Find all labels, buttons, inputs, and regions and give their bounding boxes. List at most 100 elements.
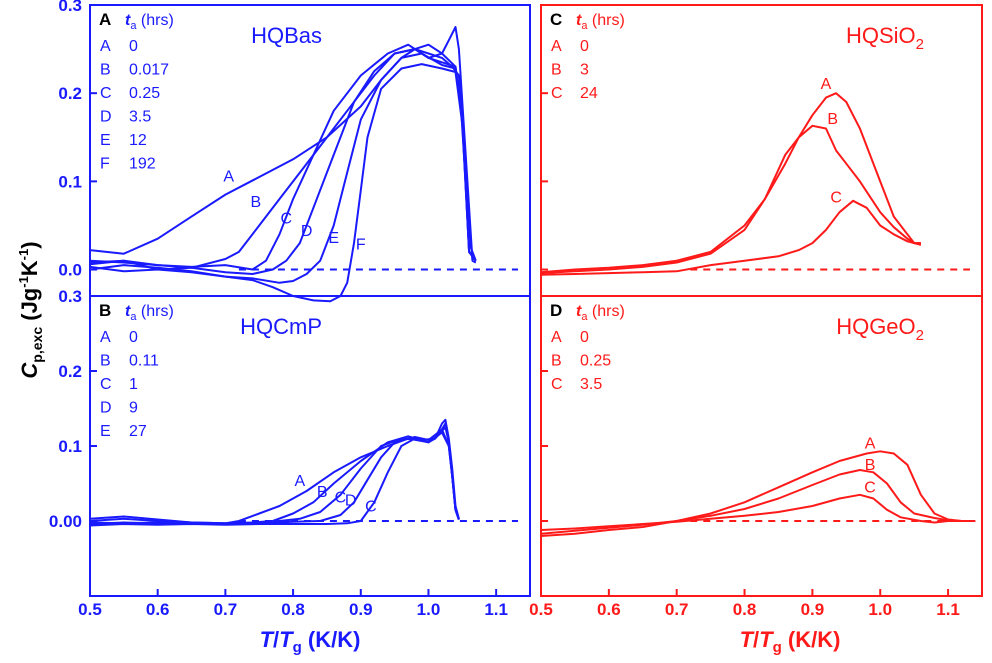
- panel-d-curve-label: A: [865, 435, 876, 452]
- panel-c-legend-value: 0: [580, 38, 589, 55]
- panel-b-x-tick-label: 0.5: [78, 600, 102, 619]
- panel-b-legend-key: D: [100, 400, 112, 417]
- panel-b-curve-label: B: [317, 484, 328, 501]
- panel-a-legend-value: 0.25: [129, 85, 160, 102]
- panel-b-y-tick-label: 0.00: [49, 512, 82, 531]
- panel-b-frame: [89, 295, 531, 597]
- x-axis-title-left-slash: /: [273, 627, 279, 652]
- panel-b-legend-key: C: [100, 376, 112, 393]
- panel-c-legend-key: C: [551, 85, 563, 102]
- panel-d-x-tick-label: 0.7: [665, 600, 689, 619]
- panel-d-title: HQGeO2: [836, 314, 924, 344]
- panel-d-x-tick-label: 1.0: [868, 600, 892, 619]
- panel-a-panel-letter: A: [99, 10, 111, 29]
- panel-a-curve-f: [89, 63, 477, 303]
- panel-c-legend-key: A: [551, 38, 562, 55]
- panel-c-curve-label: A: [821, 76, 832, 93]
- panel-d-legend-header: ta (hrs): [576, 303, 625, 323]
- x-axis-title-right-slash: /: [753, 627, 759, 652]
- panel-a-curve-label: F: [356, 236, 366, 253]
- panel-a-curve-label: D: [301, 223, 313, 240]
- panel-d-x-tick-label: 0.5: [529, 600, 553, 619]
- panel-b-x-tick-label: 0.9: [349, 600, 373, 619]
- panel-b-curve-label: D: [345, 492, 357, 509]
- x-axis-title-left-sub: g: [293, 639, 302, 656]
- panel-d-panel-letter: D: [550, 301, 562, 320]
- panel-d-curve-c: [540, 493, 976, 531]
- panel-b-y-tick-label: 0.1: [58, 437, 82, 456]
- panel-a-curve-d: [89, 48, 477, 275]
- panel-b-x-tick-label: 0.7: [214, 600, 238, 619]
- panel-a-legend-value: 0: [129, 38, 138, 55]
- panel-b-legend-key: B: [100, 353, 111, 370]
- panel-d-legend-key: A: [551, 329, 562, 346]
- panel-b-x-tick-label: 0.8: [281, 600, 305, 619]
- panel-b-panel-letter: B: [99, 301, 111, 320]
- panel-c-title: HQSiO2: [846, 23, 924, 53]
- panel-b-curve-label: C: [365, 498, 377, 515]
- panel-a-legend-value: 0.017: [129, 62, 169, 79]
- panel-b-legend-value: 9: [129, 400, 138, 417]
- panel-a-legend-header: ta (hrs): [125, 12, 174, 32]
- panel-a-legend-key: F: [100, 156, 110, 173]
- panel-c-legend-value: 3: [580, 62, 589, 79]
- panel-b-legend-value: 0.11: [129, 353, 159, 370]
- panel-b-legend-header: ta (hrs): [125, 303, 174, 323]
- panel-d-x-tick-label: 1.1: [936, 600, 960, 619]
- panel-a-legend-value: 12: [129, 132, 147, 149]
- x-axis-title-right-sub: g: [773, 639, 782, 656]
- panel-a-legend-key: C: [100, 85, 112, 102]
- panel-d-x-tick-label: 0.9: [801, 600, 825, 619]
- panel-b-x-tick-label: 1.0: [417, 600, 441, 619]
- panel-a-y-tick-label: 0.3: [58, 0, 82, 15]
- panel-d-x-tick-label: 0.6: [597, 600, 621, 619]
- panel-b-y-tick-label: 0.2: [58, 362, 82, 381]
- panel-d-curve-a: [540, 450, 976, 537]
- panel-c-curve-label: B: [827, 111, 838, 128]
- panel-d-curve-label: B: [865, 457, 876, 474]
- y-axis-title-sup1: -1: [16, 276, 31, 288]
- panel-a-curve-c: [89, 43, 477, 271]
- panel-c-curve-c: [540, 199, 922, 276]
- panel-a-legend-key: B: [100, 62, 111, 79]
- panel-a-curve-label: E: [328, 230, 339, 247]
- x-axis-title-left-t2: T: [279, 627, 294, 652]
- panel-c-curve-a: [540, 92, 921, 274]
- panel-a-y-tick-label: 0.2: [58, 84, 82, 103]
- panel-b-curve-e: [89, 431, 460, 527]
- panel-a-legend-key: D: [100, 109, 112, 126]
- panel-c-panel-letter: C: [550, 10, 562, 29]
- panel-a-legend-value: 3.5: [129, 109, 151, 126]
- panel-b-x-tick-label: 1.1: [484, 600, 508, 619]
- panel-a-legend-value: 192: [129, 156, 156, 173]
- y-axis-title-sup2: -1: [16, 249, 31, 261]
- panel-d-legend-key: C: [551, 376, 563, 393]
- x-axis-title-left-t: T: [260, 627, 275, 652]
- panel-b-curve-label: C: [335, 489, 347, 506]
- panel-b-curve-label: A: [295, 473, 306, 490]
- panel-b: 0.000.10.20.5 0.6 0.7 0.8 0.9 1.0 1.1AB CD CHQCm…: [49, 295, 531, 619]
- y-axis-title-unit-post: ): [17, 241, 42, 248]
- panel-a-title: HQBas: [251, 23, 322, 48]
- panel-c-legend-value: 24: [580, 85, 598, 102]
- panel-d-curve-label: C: [864, 480, 876, 497]
- panel-d-x-tick-label: 0.8: [733, 600, 757, 619]
- x-axis-title-right-t: T: [740, 627, 755, 652]
- panel-a-curve-label: C: [281, 211, 293, 228]
- panel-c-curve-b: [540, 124, 921, 275]
- panel-c-legend-key: B: [551, 62, 562, 79]
- panel-d-legend-value: 3.5: [580, 376, 602, 393]
- panel-a-y-tick-label-bottom: 0.3: [58, 287, 82, 306]
- panel-c-legend-header: ta (hrs): [576, 12, 625, 32]
- panel-a-legend-key: A: [100, 38, 111, 55]
- x-axis-title-left-unit: (K/K): [302, 627, 361, 652]
- panel-a-curve-label: B: [251, 194, 262, 211]
- panel-a-y-tick-label: 0.0: [58, 261, 82, 280]
